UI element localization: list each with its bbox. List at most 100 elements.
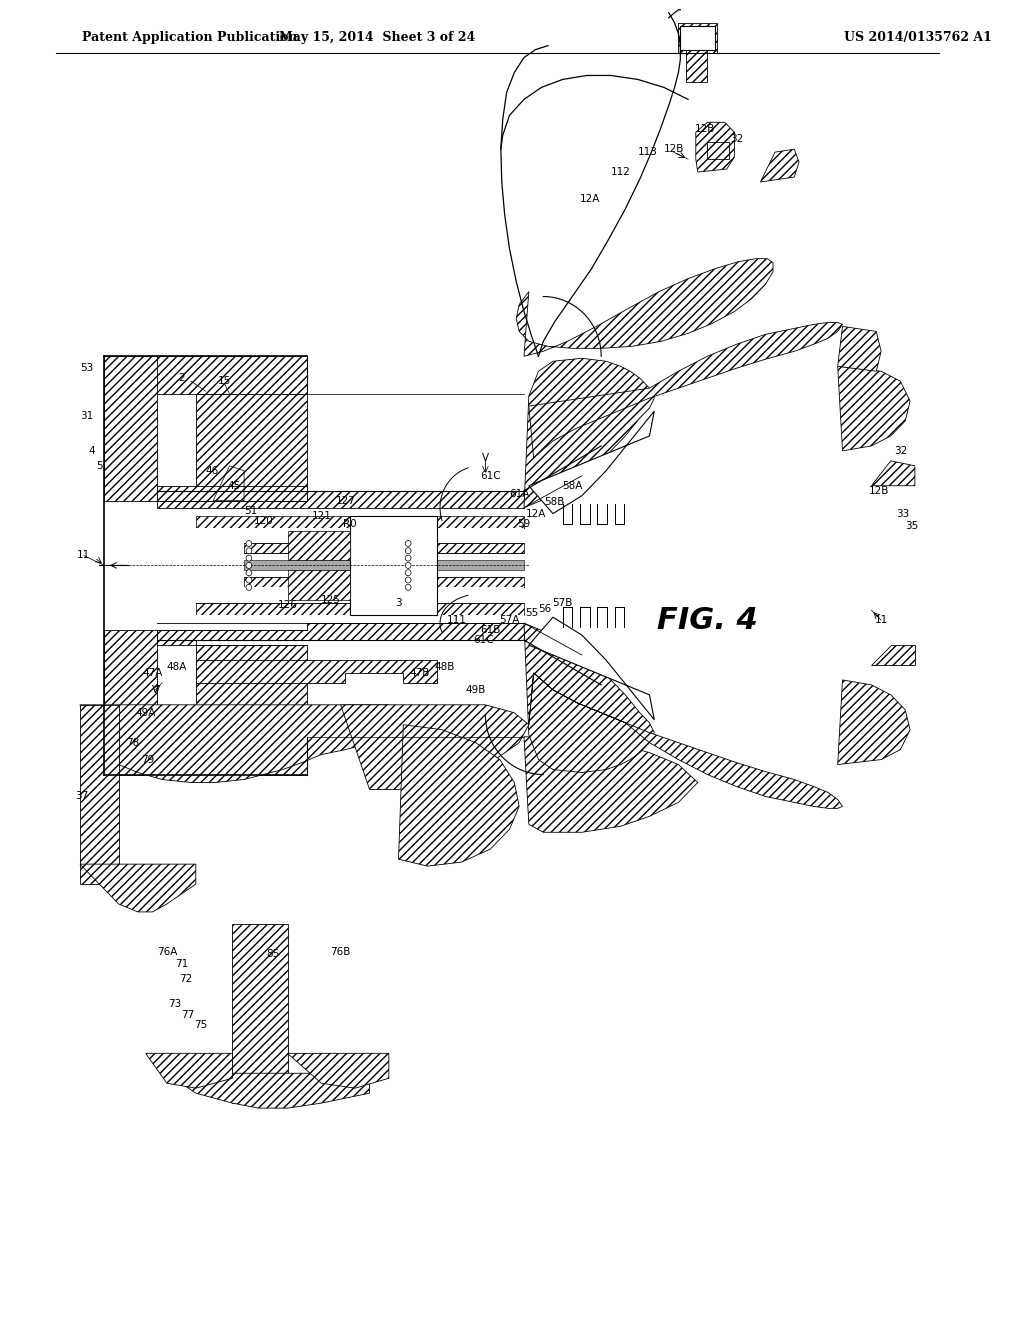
Polygon shape — [158, 615, 524, 623]
Polygon shape — [288, 1053, 389, 1088]
Circle shape — [246, 585, 252, 590]
Polygon shape — [196, 516, 524, 528]
Text: 57B: 57B — [552, 598, 572, 609]
Circle shape — [406, 577, 411, 583]
Circle shape — [246, 577, 252, 583]
Polygon shape — [679, 22, 717, 53]
Circle shape — [406, 562, 411, 569]
Text: 46: 46 — [206, 466, 219, 475]
Polygon shape — [128, 366, 302, 396]
Circle shape — [406, 548, 411, 554]
Text: 49B: 49B — [466, 685, 486, 694]
Text: FIG. 4: FIG. 4 — [657, 606, 758, 635]
Text: 5: 5 — [96, 461, 102, 471]
Text: 78: 78 — [126, 738, 139, 747]
Polygon shape — [232, 924, 288, 1104]
Text: 12B: 12B — [695, 124, 716, 135]
Text: 47A: 47A — [142, 668, 163, 678]
Text: 61A: 61A — [509, 488, 529, 499]
Text: 58A: 58A — [562, 480, 583, 491]
Polygon shape — [158, 395, 307, 500]
Polygon shape — [350, 516, 437, 615]
Text: 76A: 76A — [157, 946, 177, 957]
Text: 33: 33 — [896, 508, 909, 519]
Polygon shape — [695, 123, 734, 172]
Text: 32: 32 — [894, 446, 907, 455]
Polygon shape — [196, 660, 437, 682]
Polygon shape — [213, 466, 244, 500]
Text: 121: 121 — [311, 511, 331, 520]
Polygon shape — [158, 630, 307, 737]
Text: 47B: 47B — [410, 668, 430, 678]
Text: 35: 35 — [905, 520, 919, 531]
Text: 3: 3 — [395, 598, 401, 609]
Text: 75: 75 — [194, 1020, 207, 1031]
Polygon shape — [288, 570, 350, 601]
Circle shape — [246, 570, 252, 576]
Text: 45: 45 — [227, 480, 241, 491]
Text: 61C: 61C — [473, 635, 494, 645]
Text: 77: 77 — [181, 1011, 195, 1020]
Polygon shape — [196, 603, 524, 615]
Text: 2: 2 — [178, 374, 184, 383]
Polygon shape — [244, 577, 524, 587]
Polygon shape — [196, 528, 524, 544]
Text: 37: 37 — [76, 792, 88, 801]
Polygon shape — [838, 326, 881, 371]
Polygon shape — [80, 705, 389, 783]
Text: V: V — [482, 453, 488, 463]
Text: 48A: 48A — [166, 661, 186, 672]
Circle shape — [406, 585, 411, 590]
Polygon shape — [528, 673, 843, 808]
Polygon shape — [398, 725, 519, 866]
Text: 15: 15 — [218, 376, 231, 387]
Polygon shape — [871, 645, 914, 665]
Text: 125: 125 — [321, 595, 341, 606]
Text: 111: 111 — [446, 615, 466, 626]
Text: 51: 51 — [244, 506, 257, 516]
Text: May 15, 2014  Sheet 3 of 24: May 15, 2014 Sheet 3 of 24 — [280, 32, 475, 44]
Text: 112: 112 — [610, 168, 631, 177]
Circle shape — [406, 570, 411, 576]
Text: 55: 55 — [525, 609, 539, 618]
Polygon shape — [838, 680, 910, 764]
Text: 12A: 12A — [525, 508, 546, 519]
Text: 71: 71 — [175, 958, 188, 969]
Circle shape — [406, 540, 411, 546]
Polygon shape — [288, 531, 350, 561]
Text: 48B: 48B — [434, 661, 455, 672]
Polygon shape — [524, 623, 654, 772]
Polygon shape — [528, 322, 843, 458]
Text: 120: 120 — [254, 516, 273, 525]
Text: V: V — [152, 685, 159, 694]
Circle shape — [246, 540, 252, 546]
Polygon shape — [80, 865, 196, 912]
Text: 72: 72 — [179, 974, 193, 983]
Text: 76B: 76B — [331, 946, 351, 957]
Circle shape — [406, 556, 411, 561]
Polygon shape — [761, 149, 799, 182]
Text: 12A: 12A — [580, 194, 600, 205]
Polygon shape — [145, 1053, 232, 1088]
Polygon shape — [686, 50, 708, 82]
Polygon shape — [104, 356, 158, 500]
Polygon shape — [708, 143, 729, 160]
Polygon shape — [158, 623, 524, 640]
Polygon shape — [516, 259, 773, 356]
Polygon shape — [871, 461, 914, 486]
Polygon shape — [158, 491, 524, 508]
Text: 49A: 49A — [135, 708, 156, 718]
Text: 12B: 12B — [664, 144, 684, 154]
Text: R0: R0 — [343, 519, 357, 528]
Circle shape — [246, 562, 252, 569]
Text: 4: 4 — [88, 446, 95, 455]
Polygon shape — [524, 358, 654, 508]
Text: 127: 127 — [336, 496, 355, 506]
Text: 73: 73 — [168, 998, 181, 1008]
Polygon shape — [528, 618, 654, 719]
Circle shape — [246, 548, 252, 554]
Text: 31: 31 — [80, 411, 93, 421]
Text: 56: 56 — [539, 605, 552, 614]
Polygon shape — [196, 528, 524, 544]
Polygon shape — [196, 587, 524, 603]
